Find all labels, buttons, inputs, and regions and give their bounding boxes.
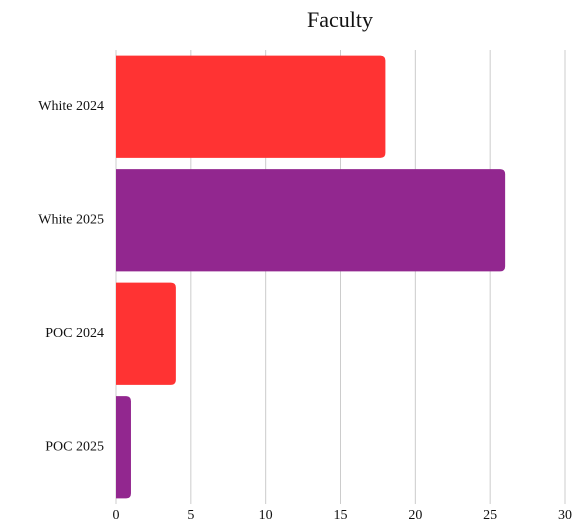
x-tick-label: 25 [483, 508, 497, 523]
bar [116, 169, 506, 272]
x-tick-label: 10 [259, 508, 273, 523]
x-tick-label: 5 [187, 508, 194, 523]
bar [116, 55, 386, 158]
bar [116, 396, 131, 499]
y-tick-label: POC 2024 [45, 326, 104, 341]
y-tick-label: White 2024 [38, 99, 104, 114]
x-tick-label: 20 [408, 508, 422, 523]
x-tick-label: 15 [334, 508, 348, 523]
y-tick-label: POC 2025 [45, 439, 104, 454]
bar [116, 282, 176, 385]
y-tick-label: White 2025 [38, 212, 104, 227]
x-tick-label: 30 [558, 508, 572, 523]
x-tick-label: 0 [113, 508, 120, 523]
chart-title: Faculty [307, 7, 373, 32]
